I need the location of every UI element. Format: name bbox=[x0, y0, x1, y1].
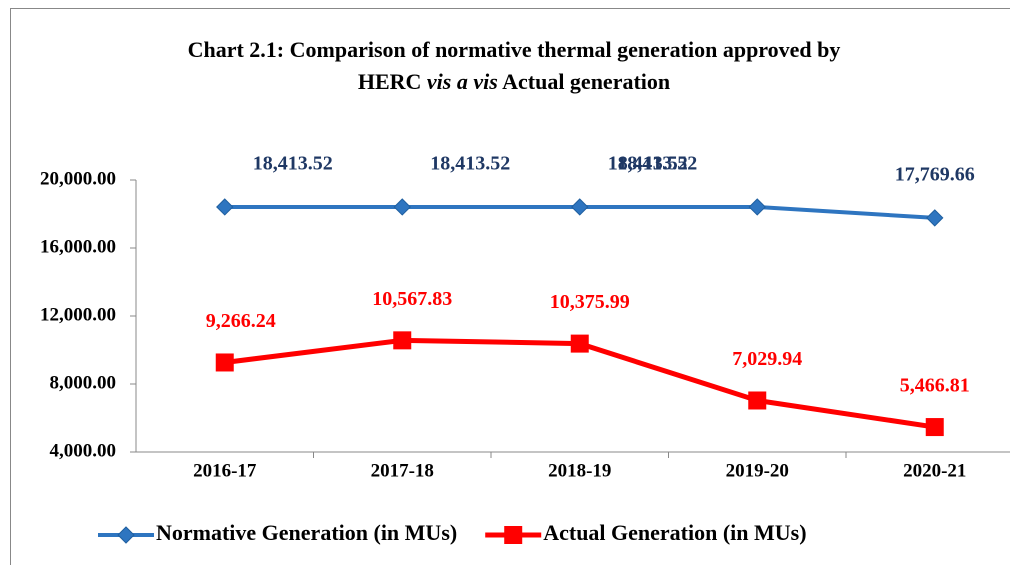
x-tick-label: 2020-21 bbox=[903, 460, 966, 481]
data-label: 5,466.81 bbox=[900, 375, 970, 397]
marker bbox=[926, 209, 944, 227]
marker bbox=[117, 526, 135, 544]
y-tick-label: 4,000.00 bbox=[50, 440, 117, 461]
marker bbox=[215, 353, 234, 372]
x-tick-label: 2016-17 bbox=[193, 460, 257, 481]
y-tick-label: 20,000.00 bbox=[40, 168, 116, 189]
data-label: 18,413.52 bbox=[608, 153, 688, 175]
data-label: 17,769.66 bbox=[895, 164, 975, 186]
marker bbox=[925, 418, 944, 437]
data-label: 18,413.52 bbox=[253, 153, 333, 175]
legend-label: Normative Generation (in MUs) bbox=[156, 520, 457, 545]
y-tick-label: 16,000.00 bbox=[40, 236, 116, 257]
marker bbox=[570, 334, 589, 353]
marker bbox=[748, 391, 767, 410]
chart-title: Chart 2.1: Comparison of normative therm… bbox=[188, 37, 841, 62]
chart-title: HERC vis a vis Actual generation bbox=[358, 69, 670, 94]
title-part: vis a vis bbox=[427, 69, 498, 94]
x-tick-label: 2017-18 bbox=[371, 460, 434, 481]
title-part: HERC bbox=[358, 69, 422, 94]
series-line bbox=[224, 337, 936, 430]
marker bbox=[571, 198, 589, 216]
marker bbox=[393, 198, 411, 216]
marker bbox=[393, 331, 412, 350]
data-label: 18,413.52 bbox=[430, 153, 510, 175]
title-part: Actual generation bbox=[502, 69, 670, 94]
data-label: 9,266.24 bbox=[206, 310, 276, 332]
data-label: 10,375.99 bbox=[550, 291, 630, 313]
marker bbox=[504, 526, 523, 544]
data-label: 7,029.94 bbox=[732, 348, 802, 370]
data-label: 10,567.83 bbox=[372, 288, 452, 310]
legend-label: Actual Generation (in MUs) bbox=[543, 520, 806, 545]
marker bbox=[216, 198, 234, 216]
y-tick-label: 12,000.00 bbox=[40, 304, 116, 325]
y-tick-label: 8,000.00 bbox=[50, 372, 117, 393]
x-tick-label: 2018-19 bbox=[548, 460, 611, 481]
data-label: 18,413.52 bbox=[617, 153, 697, 175]
x-tick-label: 2019-20 bbox=[726, 460, 789, 481]
marker bbox=[748, 198, 766, 216]
